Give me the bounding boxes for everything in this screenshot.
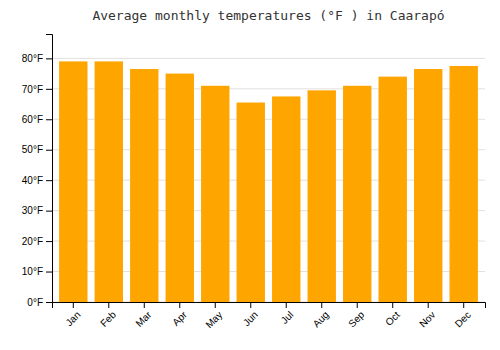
x-tick-label: Aug	[311, 309, 331, 329]
bar	[59, 61, 87, 302]
bar	[450, 66, 478, 302]
title: Average monthly temperatures (°F ) in Ca…	[92, 8, 444, 23]
x-tick-mark	[179, 302, 180, 308]
x-tick-label: May	[203, 309, 224, 330]
x-tick-label: Jul	[279, 309, 296, 326]
y-tick: 50°F	[22, 144, 52, 155]
bar	[308, 90, 336, 302]
bar	[272, 96, 300, 302]
y-tick-label: 30°F	[22, 205, 43, 216]
bar	[166, 74, 194, 302]
x-tick-mark	[108, 302, 109, 308]
chart: 0°F 10°F 20°F 30°F 40°F 50°F 60°F 70°F 80°F Jan Fe…	[0, 0, 500, 350]
x-tick: Jan	[63, 302, 82, 328]
x-tick-mark	[250, 302, 251, 308]
y-tick-label: 20°F	[22, 236, 43, 247]
x-tick-mark	[428, 302, 429, 308]
y-tick-mark	[46, 119, 52, 120]
x-tick-mark	[321, 302, 322, 308]
y-tick-label: 0°F	[27, 297, 43, 308]
y-tick-mark	[46, 150, 52, 151]
x-tick-mark	[144, 302, 145, 308]
bar	[414, 69, 442, 302]
y-tick-mark	[46, 58, 52, 59]
y-tick-label: 40°F	[22, 175, 43, 186]
x-tick: Feb	[98, 302, 118, 329]
x-tick: Apr	[170, 302, 189, 328]
y-axis: 0°F 10°F 20°F 30°F 40°F 50°F 60°F 70°F 80°F	[22, 35, 53, 308]
y-tick: 0°F	[27, 297, 52, 308]
x-tick: Jul	[279, 302, 296, 326]
x-tick: Oct	[383, 302, 402, 328]
y-tick-label: 50°F	[22, 144, 43, 155]
y-tick: 70°F	[22, 84, 52, 95]
x-tick-mark	[215, 302, 216, 308]
x-tick-label: Feb	[98, 309, 118, 329]
y-tick: 20°F	[22, 236, 52, 247]
y-tick: 10°F	[22, 266, 52, 277]
x-tick-label: Oct	[383, 309, 402, 328]
y-tick: 40°F	[22, 175, 52, 186]
y-tick-label: 10°F	[22, 266, 43, 277]
x-tick-mark	[357, 302, 358, 308]
y-tick: 60°F	[22, 114, 52, 125]
x-tick: Aug	[311, 302, 331, 329]
bars	[59, 61, 478, 302]
y-tick: 30°F	[22, 205, 52, 216]
x-tick-label: Dec	[453, 309, 473, 329]
y-tick-label: 70°F	[22, 84, 43, 95]
bar	[379, 77, 407, 302]
x-axis-line	[53, 303, 486, 309]
bar	[201, 86, 229, 302]
x-tick: Nov	[417, 302, 437, 329]
x-tick-mark	[463, 302, 464, 308]
y-tick: 80°F	[22, 53, 52, 64]
x-tick-label: Sep	[346, 309, 367, 330]
x-tick-mark	[73, 302, 74, 308]
y-tick-mark	[46, 241, 52, 242]
y-tick-label: 60°F	[22, 114, 43, 125]
x-tick-mark	[392, 302, 393, 308]
bar	[95, 61, 123, 302]
y-tick-label: 80°F	[22, 53, 43, 64]
y-tick-mark	[46, 302, 52, 303]
plot-area: 0°F 10°F 20°F 30°F 40°F 50°F 60°F 70°F 80°F Jan Fe…	[22, 35, 486, 331]
y-tick-mark	[46, 180, 52, 181]
x-axis: Jan Feb Mar Apr May Jun Jul Aug Sep Oct Nov Dec	[53, 302, 486, 330]
x-tick: Mar	[134, 302, 154, 329]
x-tick: Sep	[346, 302, 367, 329]
grid	[52, 58, 485, 302]
y-tick-mark	[46, 272, 52, 273]
x-tick: Dec	[453, 302, 473, 329]
x-tick: May	[203, 302, 224, 330]
bar	[130, 69, 158, 302]
y-axis-line	[46, 35, 53, 303]
x-tick-label: Nov	[417, 309, 437, 329]
bar	[343, 86, 371, 302]
y-tick-mark	[46, 211, 52, 212]
bar	[237, 103, 265, 302]
x-tick-mark	[286, 302, 287, 308]
x-tick-label: Jun	[241, 309, 260, 328]
x-tick: Jun	[241, 302, 260, 328]
y-tick-mark	[46, 89, 52, 90]
x-tick-label: Jan	[63, 309, 82, 328]
grid-line	[52, 58, 485, 59]
x-tick-label: Apr	[170, 309, 189, 328]
x-tick-label: Mar	[134, 309, 154, 329]
